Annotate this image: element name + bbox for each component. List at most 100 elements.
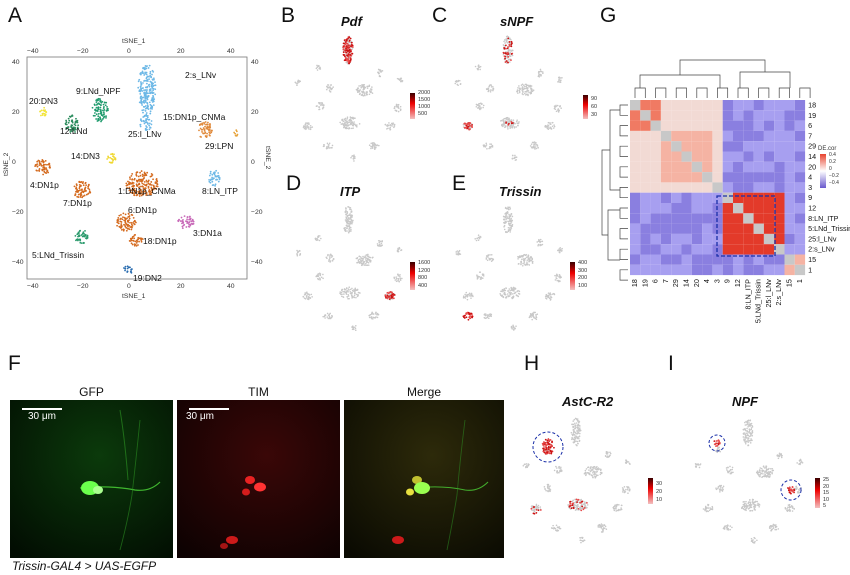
heatmap-cell (650, 141, 661, 152)
heatmap-cell (671, 203, 682, 214)
expressing-cell (463, 122, 466, 125)
heatmap-cell (691, 161, 703, 173)
cell-point (508, 213, 510, 216)
cell-point (536, 145, 539, 147)
cell-point (343, 288, 346, 290)
cell-point (558, 251, 561, 253)
cell-point (530, 313, 533, 316)
heatmap-cell (650, 223, 661, 234)
cell-point (43, 106, 46, 109)
cell-point (401, 277, 403, 280)
heatmap-cell (640, 182, 651, 193)
cell-point (769, 525, 772, 527)
cell-point (91, 106, 94, 109)
cell-point (532, 89, 535, 92)
cell-point (545, 489, 547, 492)
row-label: 29 (808, 142, 816, 151)
gene-title-trissin: Trissin (499, 184, 542, 199)
cell-point (365, 264, 368, 267)
cell-point (580, 541, 582, 544)
cell-point (350, 127, 353, 130)
cell-point (707, 507, 710, 509)
heatmap-cell (763, 244, 775, 255)
cell-point (45, 168, 48, 171)
heatmap-cell (660, 172, 672, 183)
cell-point (615, 510, 617, 512)
cell-point (363, 256, 366, 259)
cell-point (528, 257, 530, 260)
expressing-cell (553, 446, 555, 449)
cell-point (757, 502, 759, 505)
heatmap-cell (650, 254, 661, 265)
cell-point (591, 474, 593, 477)
cell-point (752, 539, 754, 541)
cell-point (371, 317, 373, 320)
cell-point (523, 84, 525, 87)
cell-point (747, 437, 750, 440)
feature-plot-itp (296, 206, 403, 331)
cell-point (78, 187, 81, 190)
cell-point (344, 123, 347, 126)
cell-point (377, 71, 379, 74)
cell-point (71, 121, 74, 124)
cell-point (154, 84, 157, 87)
cell-point (477, 239, 480, 242)
heatmap-cell (660, 130, 672, 142)
cell-point (536, 507, 538, 509)
cell-point (517, 258, 519, 260)
heatmap-cell (712, 172, 723, 183)
heatmap-cell (691, 203, 703, 214)
cell-point (105, 116, 107, 119)
cell-point (746, 440, 748, 443)
cell-point (798, 462, 801, 465)
cell-point (152, 188, 155, 191)
heatmap-cell (763, 120, 775, 131)
cell-point (311, 126, 314, 128)
cell-point (771, 528, 774, 531)
cell-point (233, 131, 236, 134)
cell-point (354, 117, 356, 119)
expressing-cell (351, 44, 354, 47)
cell-point (145, 77, 148, 80)
expressing-cell (465, 313, 468, 315)
cell-point (117, 217, 120, 219)
cell-point (474, 65, 477, 68)
cell-point (485, 142, 488, 145)
cell-point (539, 244, 541, 246)
cell-point (365, 261, 368, 264)
expressing-cell (508, 122, 510, 125)
cell-point (544, 124, 547, 127)
cell-point (774, 525, 777, 527)
cluster-label: 14:DN3 (71, 151, 100, 161)
cell-point (534, 311, 536, 314)
tick-label-y-right: −40 (251, 259, 263, 266)
heatmap-cell (794, 213, 806, 224)
tick-label-y-left: 0 (12, 159, 16, 166)
column-label: 6 (651, 279, 660, 283)
genotype-caption: Trissin-GAL4 > UAS-EGFP (12, 559, 157, 573)
cell-point (116, 221, 119, 224)
heatmap-cell (691, 151, 703, 162)
cell-point (513, 126, 516, 128)
cell-point (120, 223, 123, 225)
cell-point (579, 506, 581, 509)
cell-point (522, 264, 524, 267)
cell-point (552, 127, 555, 129)
expressing-cell (347, 53, 350, 55)
cell-point (530, 143, 533, 145)
cell-point (788, 509, 791, 511)
cell-point (99, 103, 102, 106)
cell-point (119, 220, 122, 223)
cluster-label: 5:LNd_Trissin (32, 250, 84, 260)
cell-point (142, 96, 145, 99)
cell-point (142, 183, 145, 186)
cell-point (40, 164, 43, 167)
cell-point (213, 177, 215, 180)
heatmap-cell (630, 233, 641, 245)
cell-point (145, 128, 148, 131)
cell-point (397, 275, 400, 277)
cell-point (502, 125, 504, 128)
cell-point (399, 79, 401, 82)
expressing-cell (576, 501, 579, 504)
cell-point (356, 88, 359, 90)
